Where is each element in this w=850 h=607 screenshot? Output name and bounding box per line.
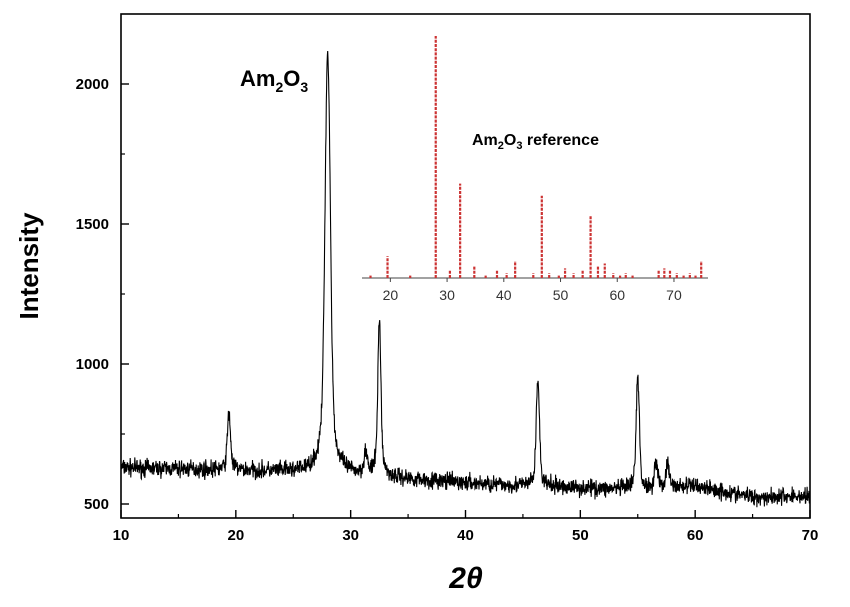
y-tick-label: 1500 bbox=[76, 216, 109, 233]
inset-tick-label: 20 bbox=[383, 287, 399, 303]
x-axis-label: 2θ bbox=[448, 562, 483, 595]
x-tick-label: 20 bbox=[227, 527, 244, 544]
plot-frame bbox=[120, 13, 811, 519]
inset-tick-label: 40 bbox=[496, 287, 512, 303]
y-tick-label: 1000 bbox=[76, 356, 109, 373]
series-group bbox=[120, 50, 811, 508]
x-tick-label: 60 bbox=[687, 527, 704, 544]
y-tick-label: 500 bbox=[84, 496, 109, 513]
x-tick-label: 10 bbox=[113, 527, 130, 544]
x-tick-label: 70 bbox=[802, 527, 819, 544]
inset-tick-label: 60 bbox=[609, 287, 625, 303]
x-tick-label: 40 bbox=[457, 527, 474, 544]
xrd-trace bbox=[120, 50, 811, 508]
main-peak-annotation: Am2O3 bbox=[240, 66, 308, 95]
inset-tick-label: 70 bbox=[666, 287, 682, 303]
y-axis-label: Intensity bbox=[14, 212, 44, 319]
main-axis-tick-labels: 10 20 30 40 50 60 70 500 1000 1500 2000 bbox=[76, 76, 819, 544]
reference-inset: 20 30 40 50 60 70 bbox=[362, 36, 708, 303]
x-tick-label: 30 bbox=[342, 527, 359, 544]
x-tick-label: 50 bbox=[572, 527, 589, 544]
main-axis-ticks bbox=[120, 83, 811, 518]
inset-tick-label: 30 bbox=[439, 287, 455, 303]
inset-tick-label: 50 bbox=[553, 287, 569, 303]
y-tick-label: 2000 bbox=[76, 76, 109, 93]
inset-title: Am2O3 reference bbox=[472, 132, 599, 152]
